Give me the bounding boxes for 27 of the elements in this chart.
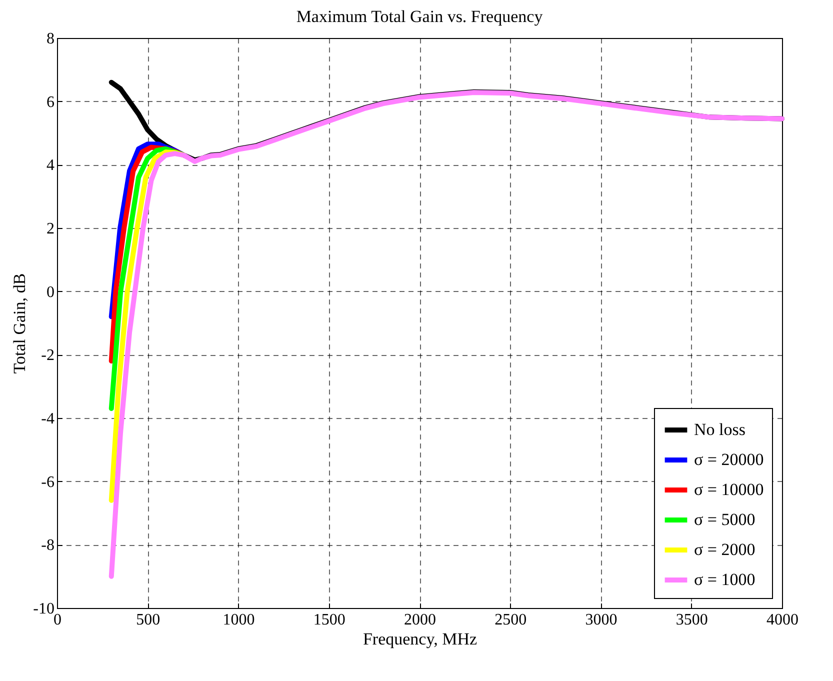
- y-tick-label: 6: [46, 94, 54, 111]
- x-axis-title: Frequency, MHz: [362, 630, 478, 648]
- y-tick-label: -10: [33, 600, 54, 618]
- y-tick-label: 4: [46, 157, 54, 174]
- y-axis-title: Total Gain, dB: [10, 273, 30, 374]
- y-tick-label: -4: [41, 410, 54, 428]
- x-tick-label: 1000: [222, 612, 255, 628]
- x-tick-label: 3500: [676, 612, 708, 628]
- x-tick-label: 2000: [404, 612, 436, 628]
- chart-title: Maximum Total Gain vs. Frequency: [296, 7, 544, 26]
- y-tick-label: -2: [41, 347, 54, 364]
- y-tick-label: 8: [46, 30, 54, 48]
- x-tick-label: 1500: [313, 612, 346, 628]
- x-tick-label: 2500: [494, 612, 527, 628]
- x-tick-label: 4000: [766, 612, 798, 628]
- legend-label: σ = 20000: [694, 450, 764, 469]
- y-tick-label: -6: [41, 474, 54, 491]
- y-tick-label: 2: [46, 220, 54, 238]
- legend-label: σ = 2000: [694, 540, 756, 559]
- x-tick-label: 3000: [585, 612, 618, 628]
- y-tick-label: 0: [46, 284, 54, 301]
- x-tick-label: 500: [136, 612, 160, 628]
- legend-label: σ = 1000: [694, 570, 756, 589]
- legend-label: σ = 5000: [694, 510, 756, 529]
- legend-label: No loss: [694, 420, 746, 439]
- legend-label: σ = 10000: [694, 480, 764, 499]
- y-tick-label: -8: [41, 537, 54, 554]
